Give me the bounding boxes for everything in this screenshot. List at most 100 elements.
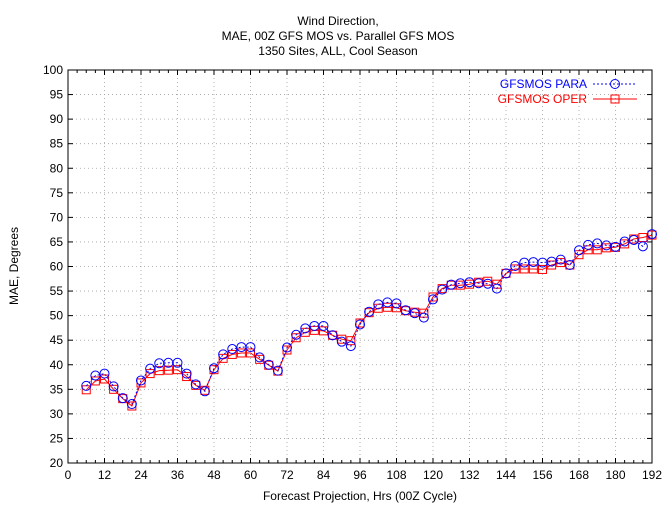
data-point <box>300 327 310 337</box>
data-point <box>647 229 657 240</box>
y-tick-label: 55 <box>50 284 64 298</box>
data-point <box>346 336 356 346</box>
data-point <box>501 268 511 279</box>
y-tick-label: 50 <box>50 309 64 323</box>
data-point <box>99 368 110 379</box>
data-point <box>583 245 593 255</box>
data-point <box>336 336 347 347</box>
chart-title: Wind Direction, MAE, 00Z GFS MOS vs. Par… <box>222 14 455 58</box>
data-point <box>300 323 311 334</box>
y-tick-label: 45 <box>50 333 64 347</box>
data-point <box>555 254 566 265</box>
plot-frame <box>67 69 653 464</box>
data-point <box>227 344 238 355</box>
y-tick-label: 100 <box>43 63 63 77</box>
data-point <box>108 381 119 392</box>
chart-title-line-1: Wind Direction, <box>297 14 378 28</box>
data-point <box>400 305 411 316</box>
series-line-gfsmos-para <box>85 233 653 405</box>
data-point <box>327 330 338 341</box>
x-tick-label: 180 <box>605 468 625 482</box>
data-point <box>592 245 602 255</box>
data-point <box>428 294 438 305</box>
x-tick-label: 192 <box>642 468 662 482</box>
data-point <box>409 308 420 319</box>
data-point <box>218 353 228 363</box>
data-point <box>172 357 183 368</box>
grid <box>68 70 652 463</box>
data-point <box>637 241 648 252</box>
y-tick-label: 20 <box>50 456 64 470</box>
x-tick-label: 72 <box>280 468 294 482</box>
x-tick-label: 120 <box>423 468 443 482</box>
data-point <box>592 238 603 249</box>
data-point <box>126 399 137 410</box>
data-point <box>482 278 493 289</box>
y-tick-label: 35 <box>50 382 64 396</box>
legend-item-gfsmos-oper: GFSMOS OPER <box>498 92 637 106</box>
data-point <box>373 303 383 313</box>
data-point <box>163 365 173 375</box>
data-point <box>437 284 448 295</box>
data-point <box>510 261 521 272</box>
data-point <box>391 298 402 309</box>
data-point <box>90 370 101 381</box>
x-tick-label: 132 <box>459 468 479 482</box>
data-point <box>392 303 401 313</box>
legend-label: GFSMOS OPER <box>498 92 588 106</box>
data-point <box>81 380 92 391</box>
x-tick-label: 60 <box>244 468 258 482</box>
y-tick-label: 40 <box>50 358 64 372</box>
y-tick-label: 75 <box>50 186 64 200</box>
series-layer <box>81 229 657 411</box>
data-point <box>610 241 621 252</box>
y-tick-label: 60 <box>50 260 64 274</box>
data-point <box>254 352 265 363</box>
data-point <box>546 256 557 267</box>
y-tick-label: 70 <box>50 210 64 224</box>
data-point <box>173 365 182 375</box>
series-gfsmos-para <box>81 229 657 410</box>
x-tick-label: 36 <box>171 468 185 482</box>
x-tick-label: 12 <box>98 468 112 482</box>
x-tick-label: 0 <box>65 468 72 482</box>
data-point <box>519 257 530 268</box>
data-point <box>373 299 384 310</box>
data-point <box>245 342 256 353</box>
series-gfsmos-oper <box>81 230 657 411</box>
data-point <box>319 326 328 336</box>
data-point <box>145 369 155 379</box>
legend-marker <box>610 94 620 104</box>
data-point <box>90 376 100 386</box>
y-tick-label: 25 <box>50 431 64 445</box>
y-tick-label: 65 <box>50 235 64 249</box>
y-tick-label: 85 <box>50 137 64 151</box>
data-point <box>345 341 356 352</box>
legend-label: GFSMOS PARA <box>500 77 587 91</box>
data-point <box>547 260 557 270</box>
data-point <box>154 366 164 376</box>
data-point <box>282 342 292 353</box>
data-point <box>418 312 429 323</box>
y-tick-label: 80 <box>50 161 64 175</box>
data-point <box>227 349 237 359</box>
data-point <box>181 368 192 379</box>
data-point <box>263 359 274 370</box>
data-point <box>246 348 255 358</box>
data-point <box>564 260 575 271</box>
data-point <box>538 264 547 274</box>
y-axis-label: MAE, Degrees <box>7 227 21 305</box>
data-point <box>574 245 584 256</box>
y-tick-label: 30 <box>50 407 64 421</box>
x-tick-label: 144 <box>496 468 516 482</box>
x-tick-label: 108 <box>386 468 406 482</box>
y-tick-label: 95 <box>50 88 64 102</box>
data-point <box>272 365 283 376</box>
data-point <box>382 302 392 312</box>
data-point <box>291 329 302 340</box>
chart-title-line-2: MAE, 00Z GFS MOS vs. Parallel GFS MOS <box>222 29 455 43</box>
data-point <box>209 363 219 374</box>
x-axis-label: Forecast Projection, Hrs (00Z Cycle) <box>263 489 457 503</box>
